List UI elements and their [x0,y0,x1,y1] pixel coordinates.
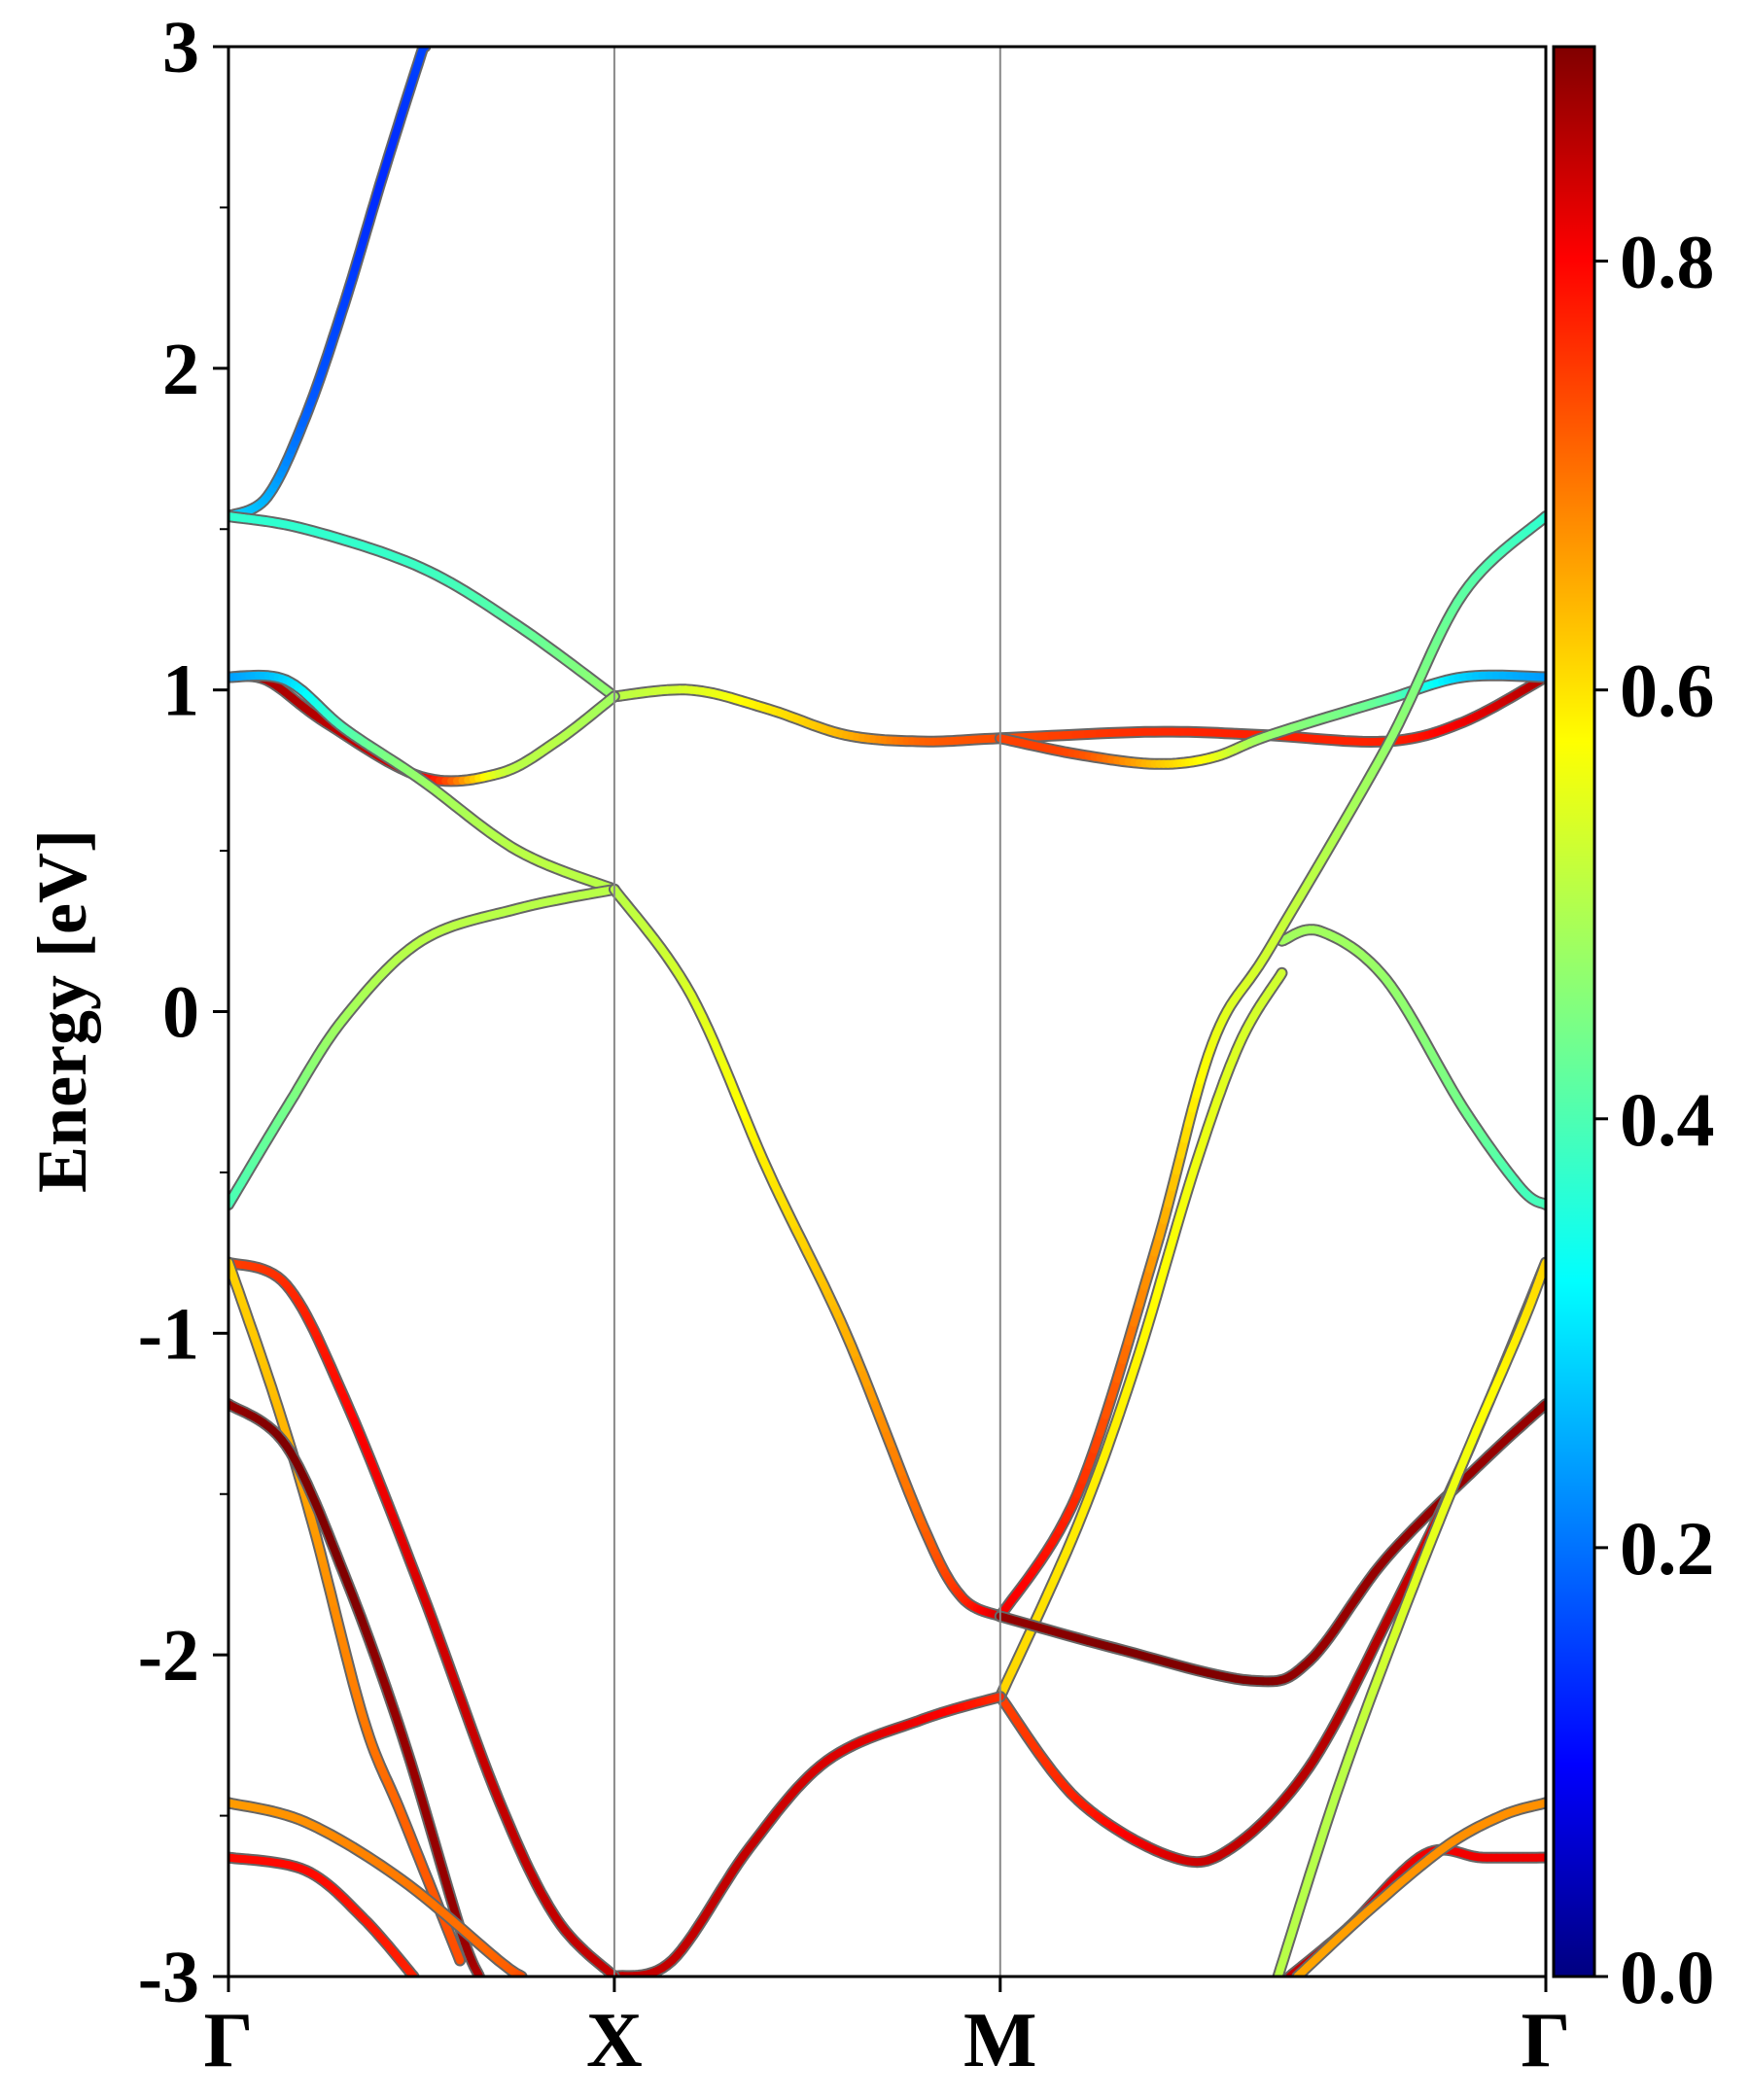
band-5 [228,669,620,895]
colorbar-tick-label: 0.2 [1620,1506,1715,1591]
band-13 [994,1256,1546,1869]
band-22-outline [1291,1797,1546,1977]
band-11 [994,966,1288,1703]
band-9 [1276,924,1546,1210]
band-4 [228,670,620,788]
band-13-outline [994,1256,1546,1869]
x-tick-label: X [586,1998,643,2083]
band-1 [228,47,432,522]
band-10 [994,510,1546,1623]
band-19 [228,1797,528,1977]
band-2 [228,510,620,703]
band-18 [228,1398,485,1977]
high-symmetry-lines [612,47,1001,1977]
x-tick-label: Γ [204,1998,254,2083]
colorbar-ticks: 0.0 0.2 0.4 0.6 0.8 [1594,220,1715,2019]
bands-layer [228,47,1546,1977]
colorbar [1552,45,1596,1978]
band-8 [608,883,1006,1623]
y-tick-label: 0 [162,972,199,1054]
band-15 [608,1691,1006,1977]
band-22 [1291,1797,1546,1977]
y-tick-label: 1 [162,650,199,732]
band-14 [1272,1256,1546,1977]
band-20 [228,1851,420,1977]
colorbar-tick-label: 0.0 [1620,1935,1715,2019]
y-tick-label: -1 [138,1293,199,1375]
y-tick-label: 3 [162,7,199,88]
x-tick-label: M [963,1998,1037,2083]
y-axis: -3 -2 -1 0 1 2 3 [138,7,228,2018]
y-tick-label: -3 [138,1937,199,2018]
colorbar-tick-label: 0.8 [1620,220,1715,304]
band-7 [228,883,620,1210]
colorbar-tick-label: 0.4 [1620,1077,1715,1162]
band-17-segment [453,1950,465,1965]
band-15-outline [608,1691,1006,1977]
y-tick-label: 2 [162,329,199,410]
y-tick-label: -2 [138,1615,199,1697]
band-17 [228,1256,467,1967]
band-1-segment [421,47,428,49]
band-6 [994,669,1546,770]
band-3 [608,671,1546,748]
band-12 [994,1398,1546,1688]
y-axis-label: Energy [eV] [23,829,101,1193]
band-16 [228,1256,620,1977]
band-2-outline [228,510,620,703]
band-1-outline [228,47,432,522]
x-tick-label: Γ [1522,1998,1571,2083]
band-19-outline [228,1797,528,1977]
band-11-segment [1276,968,1286,980]
colorbar-tick-label: 0.6 [1620,648,1715,733]
